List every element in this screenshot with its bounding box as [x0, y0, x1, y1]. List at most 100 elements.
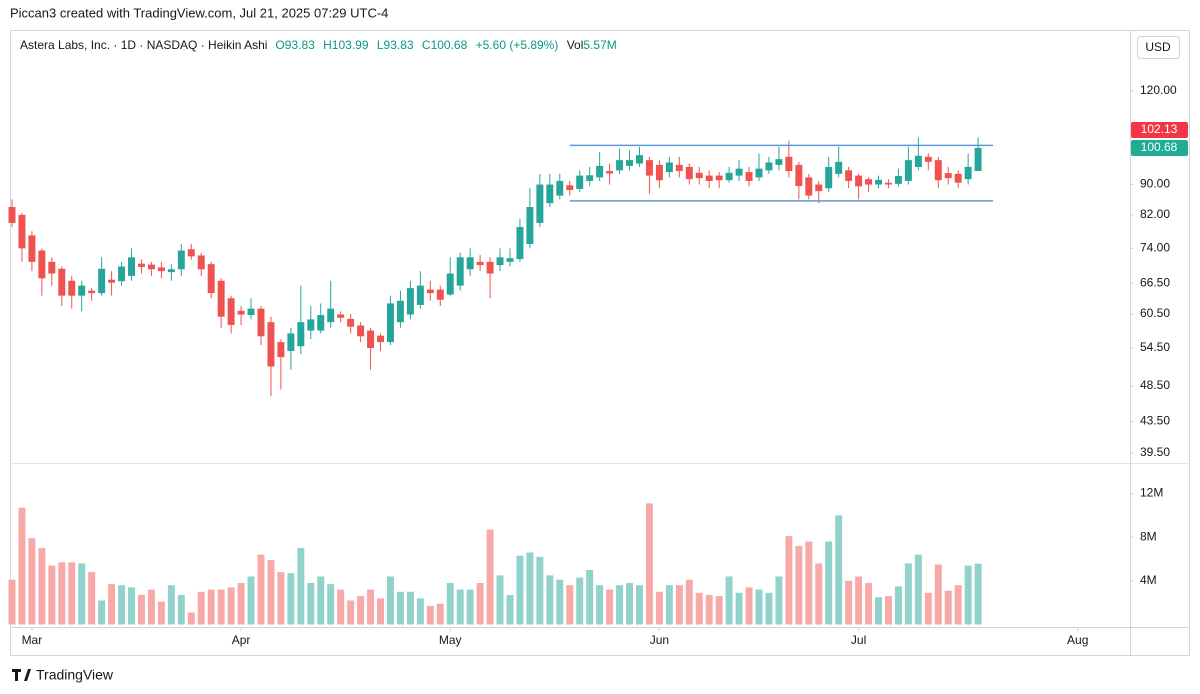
candle-body [177, 250, 185, 270]
candle-body [297, 322, 305, 347]
y-tick-label: 74.00 [1140, 241, 1170, 255]
brand: TradingView [36, 667, 114, 683]
candle-body [904, 160, 912, 181]
volume-bar [426, 605, 434, 625]
candle-body [227, 298, 235, 325]
candle-body [705, 175, 713, 181]
volume-bar [765, 592, 773, 625]
volume-bar [865, 583, 873, 625]
volume-bar [68, 562, 76, 625]
x-tick-label: Apr [232, 633, 251, 647]
candle-body [805, 177, 813, 196]
candle-body [875, 179, 882, 185]
candle-body [237, 310, 245, 315]
volume-label: Vol [567, 38, 584, 52]
candle-body [974, 147, 982, 171]
y2-tick-label: 12M [1140, 486, 1163, 500]
candle-body [327, 308, 335, 323]
volume-bar [386, 576, 394, 625]
candle-body [157, 267, 165, 272]
candle-body [147, 264, 155, 270]
price-label: 102.13 [1141, 122, 1178, 136]
candle-body [526, 207, 534, 244]
volume-bar [237, 583, 245, 625]
volume-bar [38, 548, 46, 625]
volume-bar [964, 565, 972, 625]
high: H103.99 [323, 38, 369, 52]
volume-bar [845, 580, 853, 625]
volume-bar [197, 591, 205, 625]
volume-bar [944, 590, 952, 625]
volume-bar [606, 589, 614, 625]
candle-body [546, 184, 554, 204]
low: L93.83 [377, 38, 414, 52]
y2-tick-label: 8M [1140, 529, 1157, 543]
volume-bar [894, 586, 902, 625]
volume-bar [675, 585, 683, 625]
y-tick-label: 82.00 [1140, 207, 1170, 221]
candle-body [247, 308, 255, 316]
candle-body [337, 314, 345, 318]
volume-bar [635, 585, 643, 625]
candle-body [88, 290, 96, 294]
candle-body [436, 289, 444, 300]
volume-bar [626, 583, 633, 625]
price-label: 100.68 [1141, 140, 1178, 154]
candle-body [755, 168, 763, 178]
volume-bar [267, 560, 275, 625]
candle-body [486, 261, 494, 274]
volume-bar [157, 601, 165, 625]
volume-bar [616, 585, 624, 625]
y-tick-label: 120.00 [1140, 83, 1177, 97]
volume-bar [875, 597, 882, 625]
candle-body [118, 266, 126, 282]
close: C100.68 [422, 38, 468, 52]
volume-bar [446, 583, 454, 625]
currency-box[interactable] [1137, 36, 1180, 59]
volume: 5.57M [583, 38, 616, 52]
candle-body [506, 258, 514, 262]
candle-body [68, 280, 76, 296]
candle-body [38, 250, 46, 279]
x-tick-label: Mar [22, 633, 43, 647]
candle-body [795, 164, 803, 186]
frame [10, 30, 1190, 656]
candle-body [536, 184, 544, 223]
x-tick-label: Jul [851, 633, 866, 647]
volume-bar [217, 589, 225, 625]
volume-bar [406, 591, 414, 625]
volume-bar [715, 596, 723, 625]
volume-bar [546, 575, 554, 625]
volume-bar [337, 589, 345, 625]
currency[interactable]: USD [1145, 40, 1171, 54]
y-tick-label: 43.50 [1140, 414, 1170, 428]
candle-body [377, 335, 384, 343]
volume-bar [277, 572, 285, 625]
volume-bar [825, 541, 833, 625]
x-tick-label: May [439, 633, 462, 647]
candle-body [267, 322, 275, 367]
y-tick-label: 60.50 [1140, 306, 1170, 320]
candle-body [655, 164, 663, 181]
candle-body [954, 173, 962, 183]
candle-body [695, 172, 703, 179]
candle-body [347, 318, 355, 327]
candle-body [128, 257, 135, 276]
volume-bar [48, 565, 56, 625]
volume-bar [347, 600, 355, 625]
candle-body [426, 289, 434, 294]
symbol: Astera Labs, Inc. · 1D · NASDAQ · Heikin… [20, 38, 267, 52]
candle-body [317, 315, 325, 331]
volume-bar [377, 598, 384, 625]
candle-body [406, 288, 414, 315]
volume-bar [974, 563, 982, 625]
volume-bar [187, 612, 195, 625]
x-tick-label: Aug [1067, 633, 1088, 647]
candle-body [28, 235, 36, 262]
volume-bar [58, 562, 66, 625]
candle-body [865, 179, 873, 185]
candle-body [785, 156, 793, 172]
candle-body [108, 279, 116, 283]
volume-bar [317, 576, 325, 625]
